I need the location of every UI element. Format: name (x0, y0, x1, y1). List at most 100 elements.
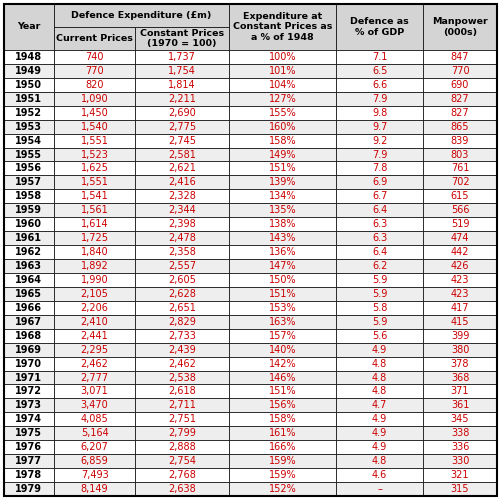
Bar (4, 148, 54, 162)
Text: 2,751: 2,751 (168, 414, 196, 424)
Bar (229, 162, 336, 175)
Bar (423, 204, 497, 217)
Text: 156%: 156% (269, 400, 297, 410)
Text: 6.3: 6.3 (372, 219, 387, 229)
Bar (54, 27, 135, 50)
Text: 426: 426 (451, 261, 469, 271)
Text: 3,470: 3,470 (81, 400, 108, 410)
Text: 2,557: 2,557 (168, 261, 196, 271)
Text: 2,439: 2,439 (168, 344, 196, 354)
Bar (4, 217, 54, 231)
Text: 615: 615 (451, 192, 469, 202)
Text: 8,149: 8,149 (81, 484, 108, 494)
Text: 4.9: 4.9 (372, 442, 387, 452)
Text: 5.9: 5.9 (372, 317, 387, 327)
Bar (423, 384, 497, 398)
Bar (4, 384, 54, 398)
Text: 1948: 1948 (16, 52, 43, 62)
Bar (4, 106, 54, 120)
Text: 4.8: 4.8 (372, 456, 387, 466)
Bar (229, 273, 336, 287)
Bar (4, 190, 54, 203)
Bar (229, 482, 336, 496)
Bar (135, 245, 229, 259)
Bar (336, 106, 423, 120)
Bar (336, 384, 423, 398)
Bar (4, 231, 54, 245)
Text: 1952: 1952 (16, 108, 43, 118)
Text: 4.9: 4.9 (372, 344, 387, 354)
Bar (135, 134, 229, 147)
Bar (54, 412, 135, 426)
Text: Year: Year (17, 22, 41, 32)
Text: 7.9: 7.9 (372, 150, 387, 160)
Bar (229, 370, 336, 384)
Bar (4, 315, 54, 328)
Bar (229, 468, 336, 482)
Bar (336, 245, 423, 259)
Text: 1978: 1978 (16, 470, 43, 480)
Bar (229, 4, 336, 50)
Bar (135, 273, 229, 287)
Text: 6.4: 6.4 (372, 206, 387, 216)
Bar (135, 342, 229, 356)
Text: 2,462: 2,462 (168, 358, 196, 368)
Bar (423, 231, 497, 245)
Text: 1,614: 1,614 (81, 219, 108, 229)
Bar (135, 162, 229, 175)
Bar (4, 92, 54, 106)
Text: 138%: 138% (269, 219, 297, 229)
Bar (423, 190, 497, 203)
Bar (135, 468, 229, 482)
Text: 2,206: 2,206 (81, 303, 109, 313)
Text: 761: 761 (451, 164, 469, 173)
Text: 770: 770 (451, 66, 469, 76)
Text: 345: 345 (451, 414, 469, 424)
Text: 1964: 1964 (16, 275, 43, 285)
Bar (229, 328, 336, 342)
Bar (423, 162, 497, 175)
Text: 5.9: 5.9 (372, 289, 387, 299)
Text: Manpower
(000s): Manpower (000s) (432, 18, 488, 36)
Text: 4.9: 4.9 (372, 428, 387, 438)
Bar (135, 301, 229, 315)
Bar (336, 342, 423, 356)
Text: 6,207: 6,207 (81, 442, 109, 452)
Bar (54, 50, 135, 64)
Text: 2,733: 2,733 (168, 330, 196, 340)
Bar (135, 231, 229, 245)
Text: 2,441: 2,441 (81, 330, 108, 340)
Text: 2,621: 2,621 (168, 164, 196, 173)
Bar (229, 315, 336, 328)
Bar (4, 482, 54, 496)
Bar (336, 231, 423, 245)
Text: 2,888: 2,888 (168, 442, 196, 452)
Bar (229, 356, 336, 370)
Text: 1974: 1974 (16, 414, 43, 424)
Bar (423, 273, 497, 287)
Bar (229, 342, 336, 356)
Bar (229, 231, 336, 245)
Bar (135, 78, 229, 92)
Text: 147%: 147% (269, 261, 297, 271)
Text: 865: 865 (451, 122, 469, 132)
Text: 157%: 157% (269, 330, 297, 340)
Bar (423, 134, 497, 147)
Text: 1975: 1975 (16, 428, 43, 438)
Bar (135, 315, 229, 328)
Bar (54, 342, 135, 356)
Bar (423, 398, 497, 412)
Bar (4, 342, 54, 356)
Text: 159%: 159% (269, 470, 297, 480)
Text: 2,711: 2,711 (168, 400, 196, 410)
Bar (135, 217, 229, 231)
Text: 142%: 142% (269, 358, 297, 368)
Text: 1951: 1951 (16, 94, 43, 104)
Text: 6.5: 6.5 (372, 66, 387, 76)
Text: 474: 474 (451, 233, 469, 243)
Bar (423, 92, 497, 106)
Bar (336, 50, 423, 64)
Text: 9.7: 9.7 (372, 122, 387, 132)
Text: 3,071: 3,071 (81, 386, 108, 396)
Bar (54, 440, 135, 454)
